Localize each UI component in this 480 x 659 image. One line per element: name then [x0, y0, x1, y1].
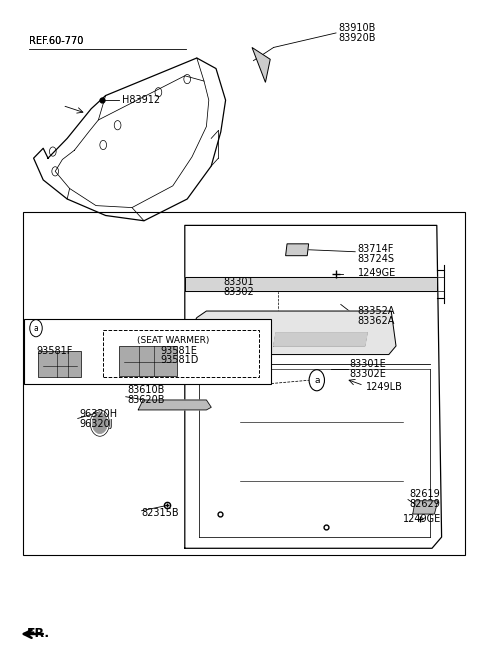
Text: 83301E: 83301E	[349, 358, 386, 369]
Bar	[119, 346, 177, 376]
Polygon shape	[274, 333, 367, 346]
Text: 96320H: 96320H	[79, 409, 117, 419]
Text: 83301: 83301	[223, 277, 254, 287]
Polygon shape	[185, 277, 437, 291]
Text: 83724S: 83724S	[358, 254, 395, 264]
Polygon shape	[138, 400, 211, 410]
Text: 82629: 82629	[409, 499, 440, 509]
Text: 83620B: 83620B	[127, 395, 165, 405]
Text: a: a	[34, 324, 38, 333]
Text: 82619: 82619	[409, 489, 440, 500]
Text: REF.60-770: REF.60-770	[29, 36, 83, 46]
Text: 93581E: 93581E	[161, 345, 198, 356]
Text: 83610B: 83610B	[127, 385, 165, 395]
Text: FR.: FR.	[26, 627, 49, 641]
Text: (SEAT WARMER): (SEAT WARMER)	[137, 335, 209, 345]
Text: 83714F: 83714F	[358, 244, 394, 254]
Bar	[103, 330, 259, 377]
Text: 96320J: 96320J	[79, 418, 113, 429]
Text: 1249LB: 1249LB	[366, 382, 403, 392]
Text: 82315B: 82315B	[142, 507, 179, 518]
Text: 83302: 83302	[223, 287, 254, 297]
Text: REF.60-770: REF.60-770	[29, 36, 83, 46]
Bar	[38, 351, 81, 377]
Bar	[23, 212, 465, 555]
Text: 1249GE: 1249GE	[403, 513, 442, 524]
Text: 83362A: 83362A	[358, 316, 395, 326]
Text: 83910B: 83910B	[338, 22, 376, 33]
Text: 93581D: 93581D	[161, 355, 199, 366]
Polygon shape	[413, 501, 438, 514]
Polygon shape	[286, 244, 309, 256]
Polygon shape	[252, 47, 270, 82]
Polygon shape	[192, 311, 396, 355]
Text: 1249GE: 1249GE	[358, 268, 396, 279]
Text: 93581F: 93581F	[36, 345, 73, 356]
Text: 83920B: 83920B	[338, 32, 376, 43]
Circle shape	[92, 413, 108, 434]
Bar	[24, 319, 271, 384]
Text: a: a	[314, 376, 320, 385]
Text: 83352A: 83352A	[358, 306, 395, 316]
Text: H83912: H83912	[122, 95, 160, 105]
Text: 83302E: 83302E	[349, 368, 386, 379]
